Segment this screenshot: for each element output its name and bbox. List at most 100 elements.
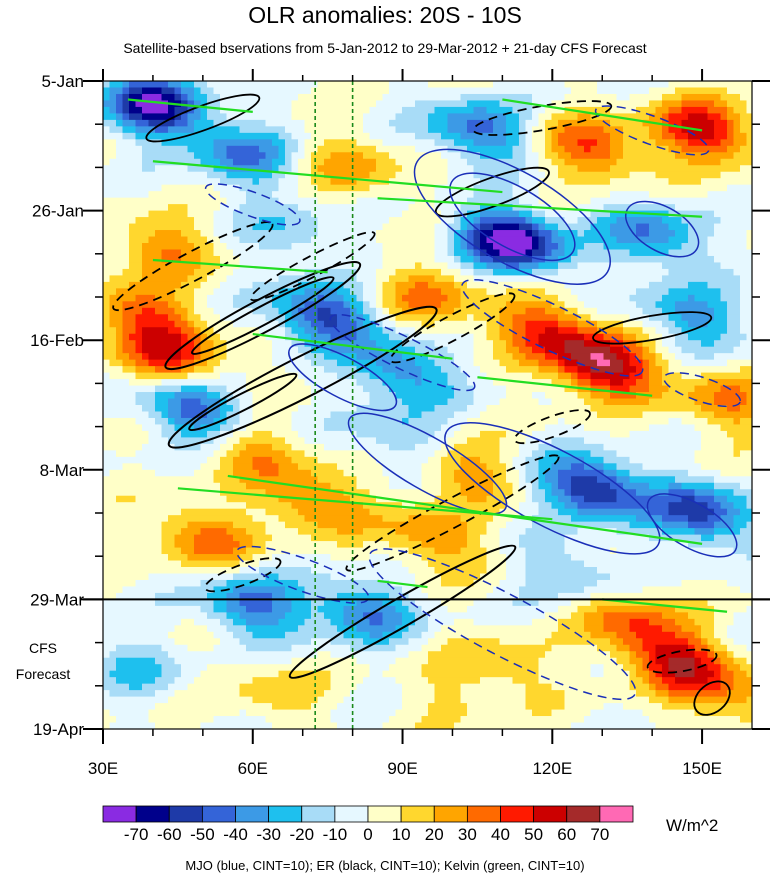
field-cell xyxy=(291,424,299,432)
field-cell xyxy=(239,411,247,419)
field-cell xyxy=(369,236,377,244)
field-cell xyxy=(161,307,169,315)
field-cell xyxy=(174,469,182,477)
field-cell xyxy=(220,236,228,244)
field-cell xyxy=(285,456,293,464)
field-cell xyxy=(103,340,111,348)
field-cell xyxy=(142,191,150,199)
field-cell xyxy=(415,372,423,380)
field-cell xyxy=(220,307,228,315)
field-cell xyxy=(330,573,338,581)
field-cell xyxy=(421,249,429,257)
field-cell xyxy=(272,217,280,225)
field-cell xyxy=(109,353,117,361)
field-cell xyxy=(408,696,416,704)
field-cell xyxy=(122,119,130,127)
field-cell xyxy=(350,178,358,186)
field-cell xyxy=(239,605,247,613)
field-cell xyxy=(324,288,332,296)
field-cell xyxy=(252,515,260,523)
field-cell xyxy=(343,165,351,173)
field-cell xyxy=(194,495,202,503)
field-cell xyxy=(194,716,202,724)
field-cell xyxy=(363,690,371,698)
field-cell xyxy=(389,417,397,426)
field-cell xyxy=(382,327,390,335)
field-cell xyxy=(382,456,390,464)
field-cell xyxy=(207,489,215,497)
field-cell xyxy=(129,184,137,192)
field-cell xyxy=(142,592,150,600)
field-cell xyxy=(369,152,377,160)
field-cell xyxy=(168,670,176,678)
field-cell xyxy=(408,165,416,173)
field-cell xyxy=(382,191,390,199)
field-cell xyxy=(148,217,156,225)
field-cell xyxy=(395,243,403,251)
field-cell xyxy=(265,722,273,729)
field-cell xyxy=(103,398,111,406)
field-cell xyxy=(272,249,280,257)
field-cell xyxy=(135,631,143,639)
field-cell xyxy=(200,353,208,361)
field-cell xyxy=(116,93,124,102)
field-cell xyxy=(363,210,371,218)
field-cell xyxy=(415,301,423,309)
field-cell xyxy=(220,87,228,95)
field-cell xyxy=(213,638,221,646)
field-cell xyxy=(161,366,169,374)
field-cell xyxy=(213,392,221,400)
field-cell xyxy=(285,638,293,646)
field-cell xyxy=(129,210,137,218)
field-cell xyxy=(174,547,182,555)
field-cell xyxy=(142,346,150,354)
field-cell xyxy=(200,508,208,516)
field-cell xyxy=(389,165,397,173)
field-cell xyxy=(272,223,280,231)
field-cell xyxy=(421,567,429,575)
field-cell xyxy=(408,268,416,276)
field-cell xyxy=(324,456,332,464)
field-cell xyxy=(142,657,150,665)
field-cell xyxy=(200,113,208,121)
field-cell xyxy=(194,502,202,510)
field-cell xyxy=(395,657,403,665)
field-cell xyxy=(330,294,338,302)
field-cell xyxy=(298,683,306,691)
field-cell xyxy=(174,417,182,426)
field-cell xyxy=(148,275,156,283)
field-cell xyxy=(382,126,390,134)
field-cell xyxy=(194,398,202,406)
field-cell xyxy=(161,547,169,555)
field-cell xyxy=(415,618,423,626)
field-cell xyxy=(122,379,130,387)
field-cell xyxy=(226,243,234,251)
field-cell xyxy=(285,132,293,140)
field-cell xyxy=(298,605,306,613)
field-cell xyxy=(200,618,208,626)
field-cell xyxy=(376,152,384,160)
field-cell xyxy=(376,392,384,400)
field-cell xyxy=(356,469,364,477)
field-cell xyxy=(142,515,150,523)
field-cell xyxy=(285,81,293,89)
field-cell xyxy=(187,696,195,704)
field-cell xyxy=(285,573,293,581)
field-cell xyxy=(155,703,163,711)
field-cell xyxy=(350,417,358,426)
field-cell xyxy=(324,586,332,594)
field-cell xyxy=(142,87,150,95)
field-cell xyxy=(220,638,228,646)
field-cell xyxy=(298,158,306,166)
field-cell xyxy=(187,586,195,594)
field-cell xyxy=(155,677,163,685)
field-cell xyxy=(109,618,117,626)
field-cell xyxy=(402,379,410,387)
field-cell xyxy=(259,392,267,400)
field-cell xyxy=(369,703,377,711)
field-cell xyxy=(356,495,364,503)
field-cell xyxy=(272,722,280,729)
field-cell xyxy=(408,106,416,114)
field-cell xyxy=(181,359,189,367)
field-cell xyxy=(304,165,312,173)
